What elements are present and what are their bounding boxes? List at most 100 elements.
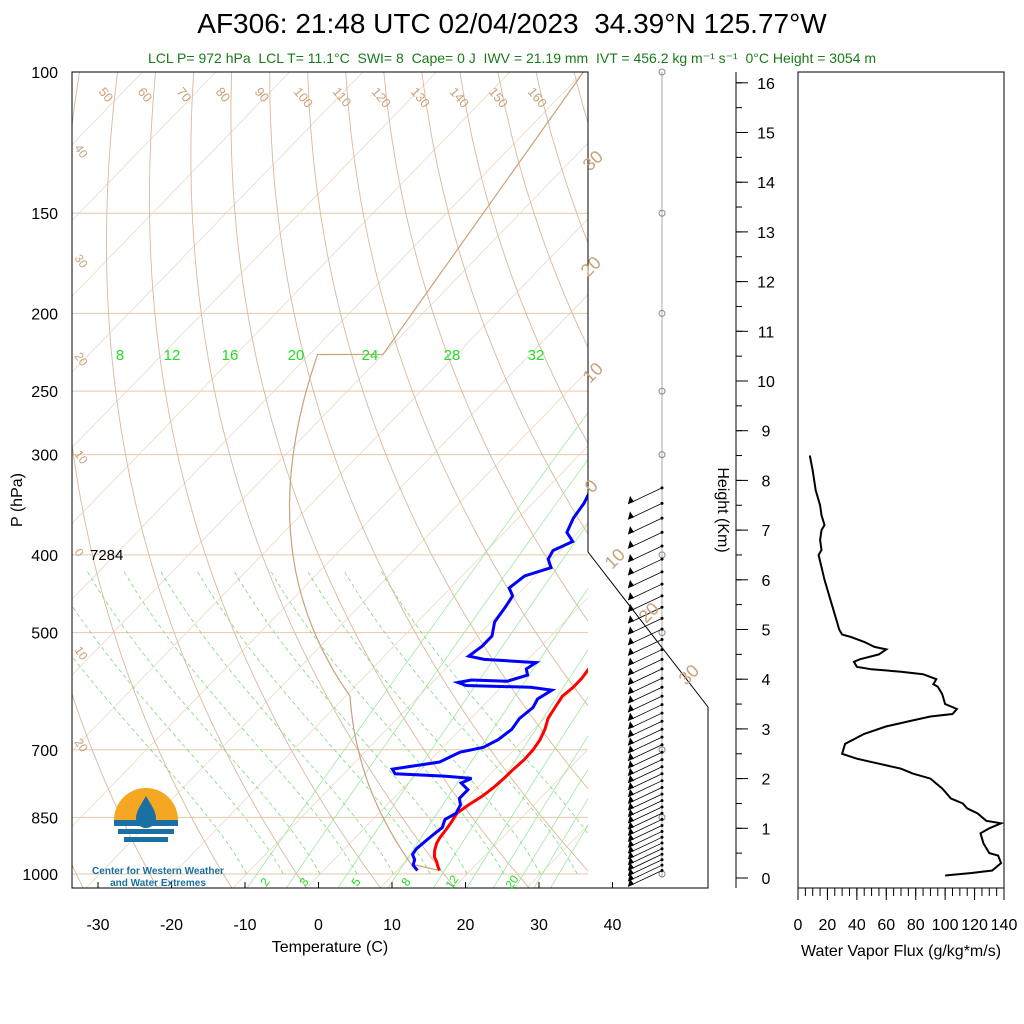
wind-barb-flag <box>628 774 634 783</box>
moist-adiabat-line <box>72 604 284 875</box>
skewt-frame <box>71 71 709 889</box>
dry-adiabat-line <box>650 72 1024 891</box>
wind-barb <box>627 759 663 776</box>
wind-barb-dot <box>660 847 664 851</box>
flux-tick-label: 20 <box>819 917 837 934</box>
wind-barb <box>627 532 663 549</box>
wind-barb <box>627 842 663 860</box>
wind-barb-dot <box>660 735 664 739</box>
wind-barb-dot <box>660 501 664 505</box>
temperature-tick-label: 40 <box>604 917 622 934</box>
mixing-ratio-line <box>432 649 588 888</box>
wind-barb-dot <box>660 605 664 609</box>
wind-barb-flag <box>628 788 634 797</box>
adiabat-top-label: 150 <box>486 84 511 110</box>
wind-barb-flag <box>628 615 634 624</box>
height-axis-label: Height (Km) <box>714 467 731 552</box>
wind-barb <box>627 695 663 713</box>
wind-barb <box>627 825 663 842</box>
wind-barb <box>627 639 663 656</box>
wind-barb <box>627 812 663 830</box>
temperature-tick-label: 10 <box>383 917 401 934</box>
wind-barb <box>627 628 663 646</box>
wind-barb-flag <box>628 795 634 804</box>
wind-barb-flag <box>628 862 634 871</box>
dry-adiabat-line <box>72 72 233 888</box>
mixing-ratio-line <box>492 735 588 888</box>
wind-barb-dot <box>660 694 664 698</box>
wind-barb-flag <box>628 808 634 817</box>
wind-barb <box>627 545 663 563</box>
dry-adiabat-line <box>345 72 588 707</box>
height-tick-label: 12 <box>757 275 775 292</box>
dry-adiabat-line <box>802 72 1024 891</box>
dry-adiabat-line <box>612 72 1024 891</box>
wind-barb-flag <box>628 712 634 721</box>
isotherm-line <box>72 72 584 600</box>
dry-adiabat-line <box>106 72 307 888</box>
water-vapor-flux-line <box>808 455 1005 877</box>
temperature-tick-label: 20 <box>457 917 475 934</box>
wind-barb <box>627 686 663 704</box>
mixing-ratio-label: 28 <box>444 347 461 364</box>
moist-adiabat-line <box>381 571 588 835</box>
wind-barb-flag <box>628 827 634 836</box>
adiabat-right-label: 20 <box>577 253 605 281</box>
pressure-tick-label: 500 <box>31 626 58 643</box>
mixing-ratio-label: 32 <box>528 347 545 364</box>
isotherm-line <box>72 72 217 221</box>
wind-barb-dot <box>660 557 664 561</box>
wind-barb-flag <box>628 526 634 535</box>
adiabat-right-label: 30 <box>579 147 607 175</box>
wind-barb-flag <box>628 554 634 563</box>
isotherm-line <box>72 72 437 449</box>
isotherm-line <box>72 72 290 297</box>
y-axis-label: P (hPa) <box>9 473 26 527</box>
wind-barb <box>627 773 663 791</box>
wind-barb-flag <box>628 686 634 695</box>
wind-barb-dot <box>660 594 664 598</box>
skewt-background <box>72 72 1024 891</box>
wind-barb-flag <box>628 495 634 504</box>
wind-barb-dot <box>660 544 664 548</box>
dewpoint-profile-line <box>389 491 588 872</box>
mixing-ratio-bottom-label: 12 <box>442 872 461 891</box>
wind-barb-dot <box>660 852 664 856</box>
height-tick-label: 6 <box>762 573 771 590</box>
pressure-tick-label: 1000 <box>22 867 58 884</box>
wind-barb-dot <box>660 711 664 715</box>
wind-barb <box>627 853 663 871</box>
wind-barb-flag <box>628 878 634 887</box>
wind-barb-dot <box>660 685 664 689</box>
mixing-ratio-line <box>514 768 588 888</box>
wind-barb-flag <box>628 802 634 811</box>
isotherm-line <box>452 748 588 888</box>
wind-barb-dot <box>660 750 664 754</box>
wind-barb-dot <box>660 530 664 534</box>
wind-barb-dot <box>660 792 664 796</box>
adiabat-top-label: 70 <box>174 84 195 105</box>
wind-barb-dot <box>660 667 664 671</box>
logo-line-1: Center for Western Weather <box>92 866 224 877</box>
dry-adiabat-line <box>269 72 588 872</box>
wind-barb <box>627 859 663 877</box>
pressure-tick-label: 200 <box>31 306 58 323</box>
adiabat-left-label: 30 <box>72 252 91 271</box>
wind-barb-flag <box>628 626 634 635</box>
wind-barb-flag <box>628 695 634 704</box>
x-axis-label: Temperature (C) <box>272 939 388 956</box>
wind-barb <box>627 649 663 666</box>
mixing-ratio-line <box>533 798 588 888</box>
height-tick-label: 15 <box>757 126 775 143</box>
mixing-ratio-bottom-label: 5 <box>348 875 363 889</box>
dry-adiabat-line <box>840 72 1024 891</box>
wind-barb <box>627 744 663 762</box>
adiabat-top-label: 120 <box>369 84 394 110</box>
mixing-ratio-line <box>550 824 588 888</box>
wind-barb <box>627 848 663 866</box>
dry-adiabat-line <box>459 72 588 445</box>
flux-tick-label: 120 <box>961 917 988 934</box>
wind-barb-dot <box>660 799 664 803</box>
wind-barb-flag <box>628 737 634 746</box>
logo-line-2: and Water Extremes <box>110 878 206 889</box>
